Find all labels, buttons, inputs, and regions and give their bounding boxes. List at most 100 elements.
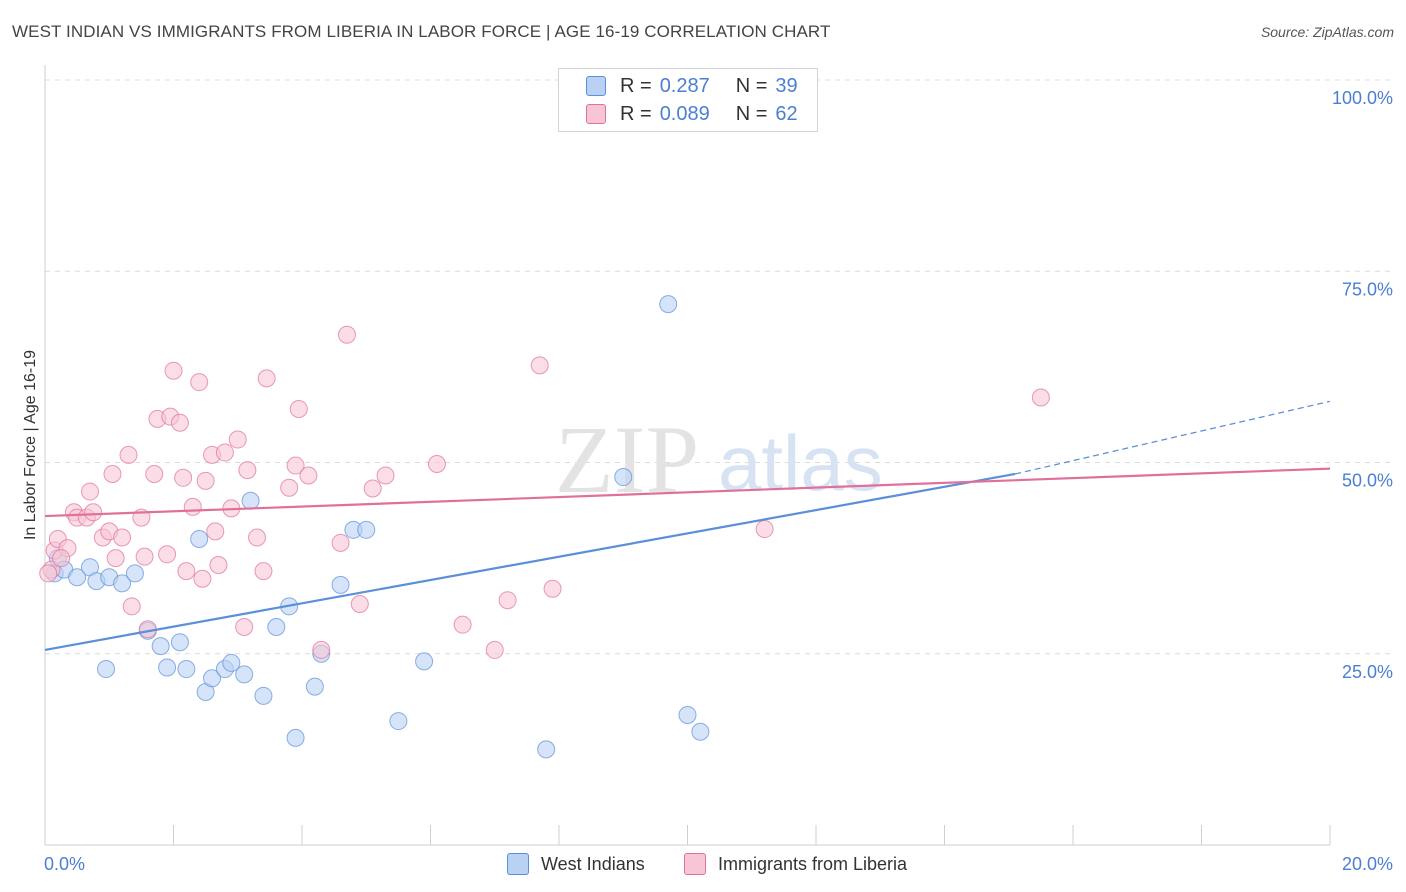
point-west-indians	[158, 658, 177, 677]
point-west-indians	[170, 633, 189, 652]
y-axis-title: In Labor Force | Age 16-19	[16, 300, 46, 590]
point-west-indians	[113, 574, 132, 593]
point-liberia	[196, 471, 215, 490]
point-liberia	[280, 478, 299, 497]
bottom-legend-label-liberia: Immigrants from Liberia	[718, 853, 908, 874]
point-liberia	[206, 522, 225, 541]
bottom-legend-label-west-indians: West Indians	[541, 853, 645, 874]
point-liberia	[238, 461, 257, 480]
point-west-indians	[537, 740, 556, 759]
point-liberia	[755, 520, 774, 539]
legend-row-liberia: R = 0.089 N = 62	[586, 101, 798, 127]
x-tick-label: 20.0%	[1342, 854, 1393, 874]
point-west-indians	[286, 728, 305, 747]
y-tick-label: 50.0%	[1342, 471, 1393, 491]
bottom-legend-swatch-west-indians	[507, 853, 529, 875]
legend-swatch-west-indians	[586, 76, 606, 96]
point-liberia	[164, 361, 183, 380]
point-west-indians	[357, 520, 376, 539]
chart-source: Source: ZipAtlas.com	[1260, 24, 1394, 40]
point-liberia	[337, 325, 356, 344]
point-west-indians	[678, 705, 697, 724]
point-west-indians	[415, 652, 434, 671]
point-liberia	[177, 562, 196, 581]
bottom-legend-liberia: Immigrants from Liberia	[684, 851, 907, 877]
point-liberia	[39, 564, 58, 583]
point-liberia	[248, 528, 267, 547]
watermark-atlas: atlas	[718, 419, 883, 507]
point-liberia	[257, 369, 276, 388]
y-axis-title-text: In Labor Force | Age 16-19	[22, 349, 39, 541]
point-west-indians	[691, 722, 710, 741]
point-liberia	[103, 464, 122, 483]
point-liberia	[1031, 388, 1050, 407]
point-liberia	[119, 445, 138, 464]
point-west-indians	[68, 568, 87, 587]
point-west-indians	[235, 665, 254, 684]
point-liberia	[80, 482, 99, 501]
point-liberia	[183, 497, 202, 516]
point-liberia	[209, 556, 228, 575]
point-west-indians	[331, 575, 350, 594]
y-tick-label: 75.0%	[1342, 279, 1393, 299]
legend-n-value: 39	[775, 74, 798, 97]
point-west-indians	[190, 530, 209, 548]
point-west-indians	[614, 468, 633, 487]
point-liberia	[427, 455, 446, 474]
point-west-indians	[254, 686, 273, 705]
point-liberia	[498, 591, 517, 610]
legend-n-label: N =	[735, 74, 768, 97]
legend-n-label: N =	[735, 102, 768, 125]
stats-legend: R = 0.287 N = 39 R = 0.089 N = 62	[558, 68, 818, 132]
tick-labels: 25.0% 50.0% 75.0% 100.0% 0.0% 20.0%	[44, 88, 1393, 874]
legend-swatch-liberia	[586, 104, 606, 124]
legend-r-label: R =	[620, 74, 652, 97]
point-west-indians	[222, 653, 241, 672]
trend-line-liberia	[44, 467, 1331, 518]
point-liberia	[543, 579, 562, 598]
point-west-indians	[389, 712, 408, 731]
point-liberia	[299, 466, 318, 485]
trend-lines	[44, 400, 1331, 652]
legend-r-value: 0.089	[659, 102, 710, 125]
point-west-indians	[659, 295, 678, 314]
data-points	[39, 71, 1050, 759]
x-tick-label: 0.0%	[44, 854, 85, 874]
point-liberia	[135, 547, 154, 566]
gridlines	[45, 79, 1395, 655]
point-liberia	[113, 528, 132, 547]
watermark: ZIP atlas	[555, 406, 883, 513]
legend-r-label: R =	[620, 102, 652, 125]
point-liberia	[170, 413, 189, 432]
point-liberia	[350, 595, 369, 614]
legend-row-west-indians: R = 0.287 N = 39	[586, 73, 798, 99]
point-liberia	[376, 466, 395, 485]
point-liberia	[530, 356, 549, 375]
point-west-indians	[177, 660, 196, 679]
point-liberia	[485, 640, 504, 659]
point-west-indians	[203, 669, 222, 688]
point-liberia	[174, 468, 193, 487]
point-liberia	[122, 597, 141, 616]
point-liberia	[190, 373, 209, 392]
bottom-legend-west-indians: West Indians	[507, 851, 645, 877]
point-west-indians	[305, 677, 324, 696]
axes	[44, 65, 1331, 846]
point-west-indians	[151, 637, 170, 656]
chart-title: WEST INDIAN VS IMMIGRANTS FROM LIBERIA I…	[12, 22, 831, 41]
point-liberia	[215, 443, 234, 462]
trend-line-west-indians-extension	[1015, 400, 1331, 475]
point-liberia	[235, 617, 254, 636]
point-liberia	[193, 569, 212, 588]
trend-line-west-indians	[44, 472, 1016, 652]
point-west-indians	[97, 660, 116, 679]
point-west-indians	[241, 491, 260, 510]
point-liberia	[312, 640, 331, 659]
bottom-legend-swatch-liberia	[684, 853, 706, 875]
point-west-indians	[125, 564, 144, 583]
y-tick-label: 25.0%	[1342, 662, 1393, 682]
legend-n-value: 62	[775, 102, 798, 125]
point-liberia	[145, 464, 164, 483]
point-liberia	[363, 479, 382, 498]
point-liberia	[84, 503, 103, 522]
